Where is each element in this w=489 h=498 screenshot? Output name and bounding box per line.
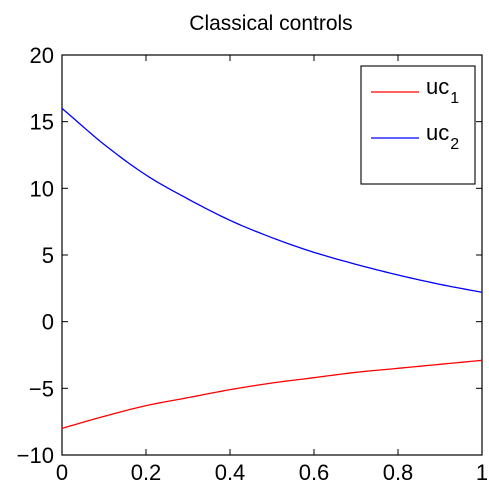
y-tick-label: 15 [30,110,54,135]
chart-title: Classical controls [189,12,352,35]
x-tick-label: 0.2 [131,460,162,485]
x-tick-label: 0.8 [383,460,414,485]
y-tick-label: −10 [17,443,54,468]
y-tick-label: 10 [30,176,54,201]
series-line-uc1 [61,359,483,429]
y-tick-label: 20 [30,43,54,68]
plot-area: 0 0.2 0.4 0.6 0.8 1 −10 −5 0 5 10 15 20 [17,43,488,485]
legend-box [360,65,476,185]
y-tick-label: 0 [42,310,54,335]
x-tick-label: 0.6 [299,460,330,485]
series-line-uc2 [61,107,483,293]
y-tick-label: 5 [42,243,54,268]
x-tick-label: 1 [476,460,488,485]
x-tick-label: 0.4 [215,460,246,485]
legend-label-uc2: uc2 [426,120,459,153]
y-tick-label: −5 [29,376,54,401]
x-tick-label: 0 [56,460,68,485]
legend-label-uc1: uc1 [426,74,459,107]
